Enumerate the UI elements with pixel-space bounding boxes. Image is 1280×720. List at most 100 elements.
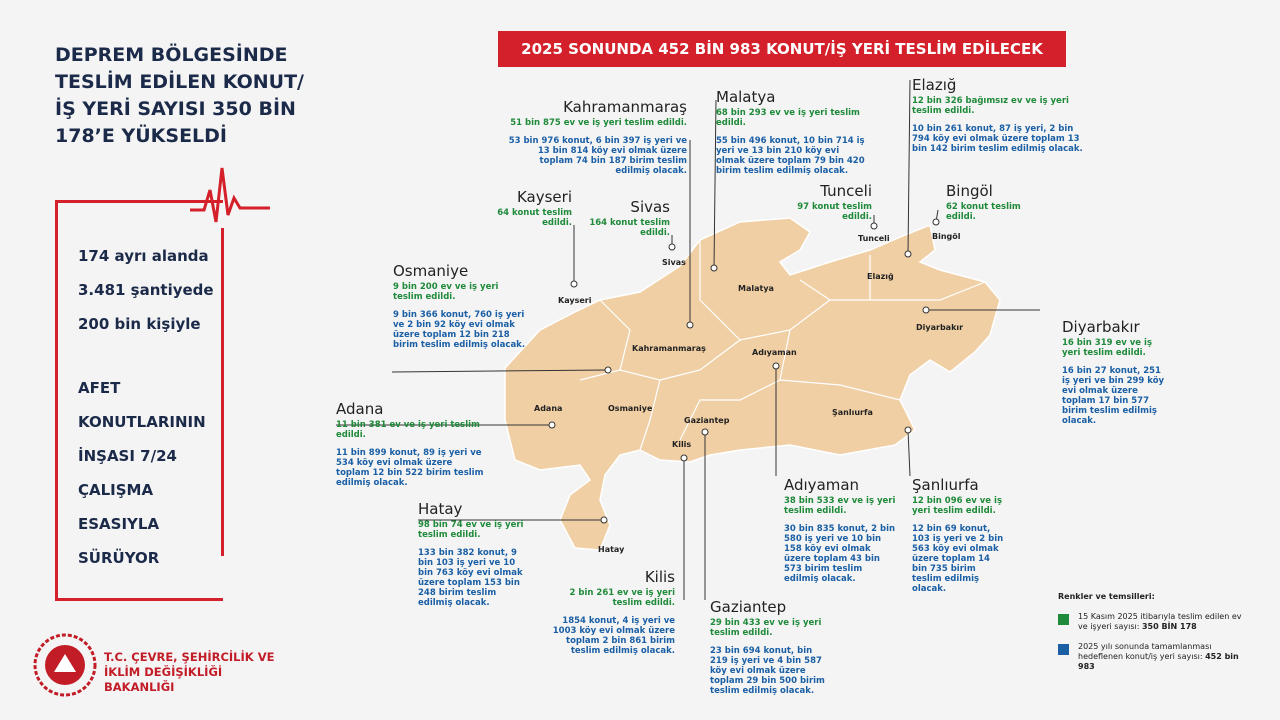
delivered-text: 12 bin 326 bağımsız ev ve iş yeri teslim…	[912, 96, 1069, 116]
province-name: Adana	[336, 400, 384, 418]
ministry-name: T.C. ÇEVRE, ŞEHİRCİLİK VE İKLİM DEĞİŞİKL…	[104, 650, 275, 694]
leader-dot	[548, 421, 556, 429]
delivered-text: 164 konut teslim edildi.	[589, 218, 670, 238]
province-info: Hatay 98 bin 74 ev ve iş yeri teslim edil…	[418, 500, 524, 608]
delivered-text: 97 konut teslim edildi.	[797, 202, 872, 222]
province-name: Diyarbakır	[1062, 318, 1140, 336]
leader-dot	[570, 280, 578, 288]
leader-dot	[932, 218, 940, 226]
province-info: Bingöl 62 konut teslim edildi.	[946, 182, 1030, 230]
planned-text: 12 bin 69 konut, 103 iş yeri ve 2 bin 56…	[912, 524, 1004, 594]
stat-line: ESASIYLA	[78, 515, 160, 533]
legend-title: Renkler ve temsilleri:	[1058, 592, 1155, 601]
region-map	[504, 217, 1001, 551]
delivered-text: 98 bin 74 ev ve iş yeri teslim edildi.	[418, 520, 524, 540]
province-info: Sivas 164 konut teslim edildi.	[586, 198, 670, 246]
delivered-text: 62 konut teslim edildi.	[946, 202, 1021, 222]
stat-line: KONUTLARININ	[78, 413, 206, 431]
leader-dot	[904, 426, 912, 434]
leader-dot	[772, 362, 780, 370]
province-name: Gaziantep	[710, 598, 787, 616]
map-label: Hatay	[598, 545, 625, 554]
delivered-text: 11 bin 381 ev ve iş yeri teslim edildi.	[336, 420, 480, 440]
stats-box-edge	[221, 228, 224, 556]
province-info: Adıyaman 38 bin 533 ev ve iş yeri teslim …	[784, 476, 896, 584]
legend-text: 2025 yılı sonunda tamamlanması hedeflene…	[1078, 642, 1212, 661]
province-name: Kayseri	[516, 188, 572, 206]
province-name: Sivas	[630, 198, 670, 216]
leader-dot	[710, 264, 718, 272]
leader-line	[391, 369, 609, 373]
legend-figure: 452 bin 983	[1078, 652, 1239, 671]
stat-line: ÇALIŞMA	[78, 481, 154, 499]
delivered-text: 9 bin 200 ev ve iş yeri teslim edildi.	[393, 282, 499, 302]
legend-figure: 350 BİN 178	[1141, 622, 1197, 631]
legend: Renkler ve temsilleri: 15 Kasım 2025 iti…	[1058, 592, 1248, 672]
legend-swatch	[1058, 644, 1069, 655]
delivered-text: 38 bin 533 ev ve iş yeri teslim edildi.	[784, 496, 896, 516]
stats-box: 174 ayrı alanda 3.481 şantiyede 200 bin ki…	[55, 200, 223, 601]
map-label: Kayseri	[558, 296, 592, 305]
province-info: Şanlıurfa 12 bin 096 ev ve iş yeri teslim…	[912, 476, 1007, 594]
province-info: Malatya 68 bin 293 ev ve iş yeri teslim e…	[716, 88, 871, 176]
stat-line: 3.481 şantiyede	[78, 281, 214, 299]
planned-text: 133 bin 382 konut, 9 bin 103 iş yeri ve …	[418, 548, 523, 608]
map-label: Şanlıurfa	[832, 408, 873, 417]
stat-line: İNŞASI 7/24	[78, 447, 177, 465]
banner: 2025 SONUNDA 452 BİN 983 KONUT/İŞ YERİ T…	[498, 31, 1066, 67]
province-info: Diyarbakır 16 bin 319 ev ve iş yeri tesli…	[1062, 318, 1166, 426]
map-label: Gaziantep	[684, 416, 730, 425]
leader-line	[907, 429, 911, 477]
leader-dot	[680, 454, 688, 462]
delivered-text: 29 bin 433 ev ve iş yeri teslim edildi.	[710, 618, 822, 638]
leader-dot	[701, 428, 709, 436]
province-info: Adana 11 bin 381 ev ve iş yeri teslim edi…	[336, 400, 488, 488]
province-name: Şanlıurfa	[912, 476, 979, 494]
province-info: Elazığ 12 bin 326 bağımsız ev ve iş yeri …	[912, 76, 1084, 154]
map-label: Tunceli	[858, 234, 890, 243]
province-info: Gaziantep 29 bin 433 ev ve iş yeri teslim…	[710, 598, 832, 696]
leader-line	[713, 99, 717, 269]
legend-swatch	[1058, 614, 1069, 625]
province-name: Elazığ	[912, 76, 957, 94]
planned-text: 53 bin 976 konut, 6 bin 397 iş yeri ve 1…	[508, 136, 687, 176]
province-name: Tunceli	[820, 182, 872, 200]
pulse-icon	[190, 167, 270, 223]
province-info: Kilis 2 bin 261 ev ve iş yeri teslim edil…	[548, 568, 675, 656]
map-label: Adıyaman	[752, 348, 797, 357]
map-label: Kilis	[672, 440, 692, 449]
province-name: Osmaniye	[393, 262, 469, 280]
ministry-logo	[33, 633, 97, 697]
planned-text: 30 bin 835 konut, 2 bin 580 iş yeri ve 1…	[784, 524, 896, 584]
legend-text: 15 Kasım 2025 itibarıyla teslim edilen e…	[1078, 612, 1242, 631]
delivered-text: 64 konut teslim edildi.	[497, 208, 572, 228]
legend-item: 2025 yılı sonunda tamamlanması hedeflene…	[1058, 642, 1248, 672]
planned-text: 23 bin 694 konut, bin 219 iş yeri ve 4 b…	[710, 646, 825, 696]
leader-dot	[686, 321, 694, 329]
province-name: Bingöl	[946, 182, 993, 200]
stat-line: SÜRÜYOR	[78, 549, 160, 567]
leader-dot	[668, 243, 676, 251]
planned-text: 1854 konut, 4 iş yeri ve 1003 köy evi ol…	[552, 616, 675, 656]
stat-line: 200 bin kişiyle	[78, 315, 201, 333]
province-info: Kayseri 64 konut teslim edildi.	[488, 188, 572, 236]
stat-line: AFET	[78, 379, 121, 397]
leader-dot	[922, 306, 930, 314]
province-name: Adıyaman	[784, 476, 860, 494]
planned-text: 9 bin 366 konut, 760 iş yeri ve 2 bin 92…	[393, 310, 526, 350]
province-name: Hatay	[418, 500, 463, 518]
map-label: Bingöl	[932, 232, 961, 241]
map-label: Kahramanmaraş	[632, 344, 706, 353]
planned-text: 16 bin 27 konut, 251 iş yeri ve bin 299 …	[1062, 366, 1165, 426]
map-label: Elazığ	[867, 272, 894, 281]
map-label: Sivas	[662, 258, 686, 267]
leader-lines	[336, 79, 1040, 600]
map-label: Osmaniye	[608, 404, 653, 413]
province-name: Malatya	[716, 88, 776, 106]
delivered-text: 16 bin 319 ev ve iş yeri teslim edildi.	[1062, 338, 1153, 358]
leader-dot	[604, 366, 612, 374]
planned-text: 11 bin 899 konut, 89 iş yeri ve 534 köy …	[336, 448, 484, 488]
leader-dot	[600, 516, 608, 524]
